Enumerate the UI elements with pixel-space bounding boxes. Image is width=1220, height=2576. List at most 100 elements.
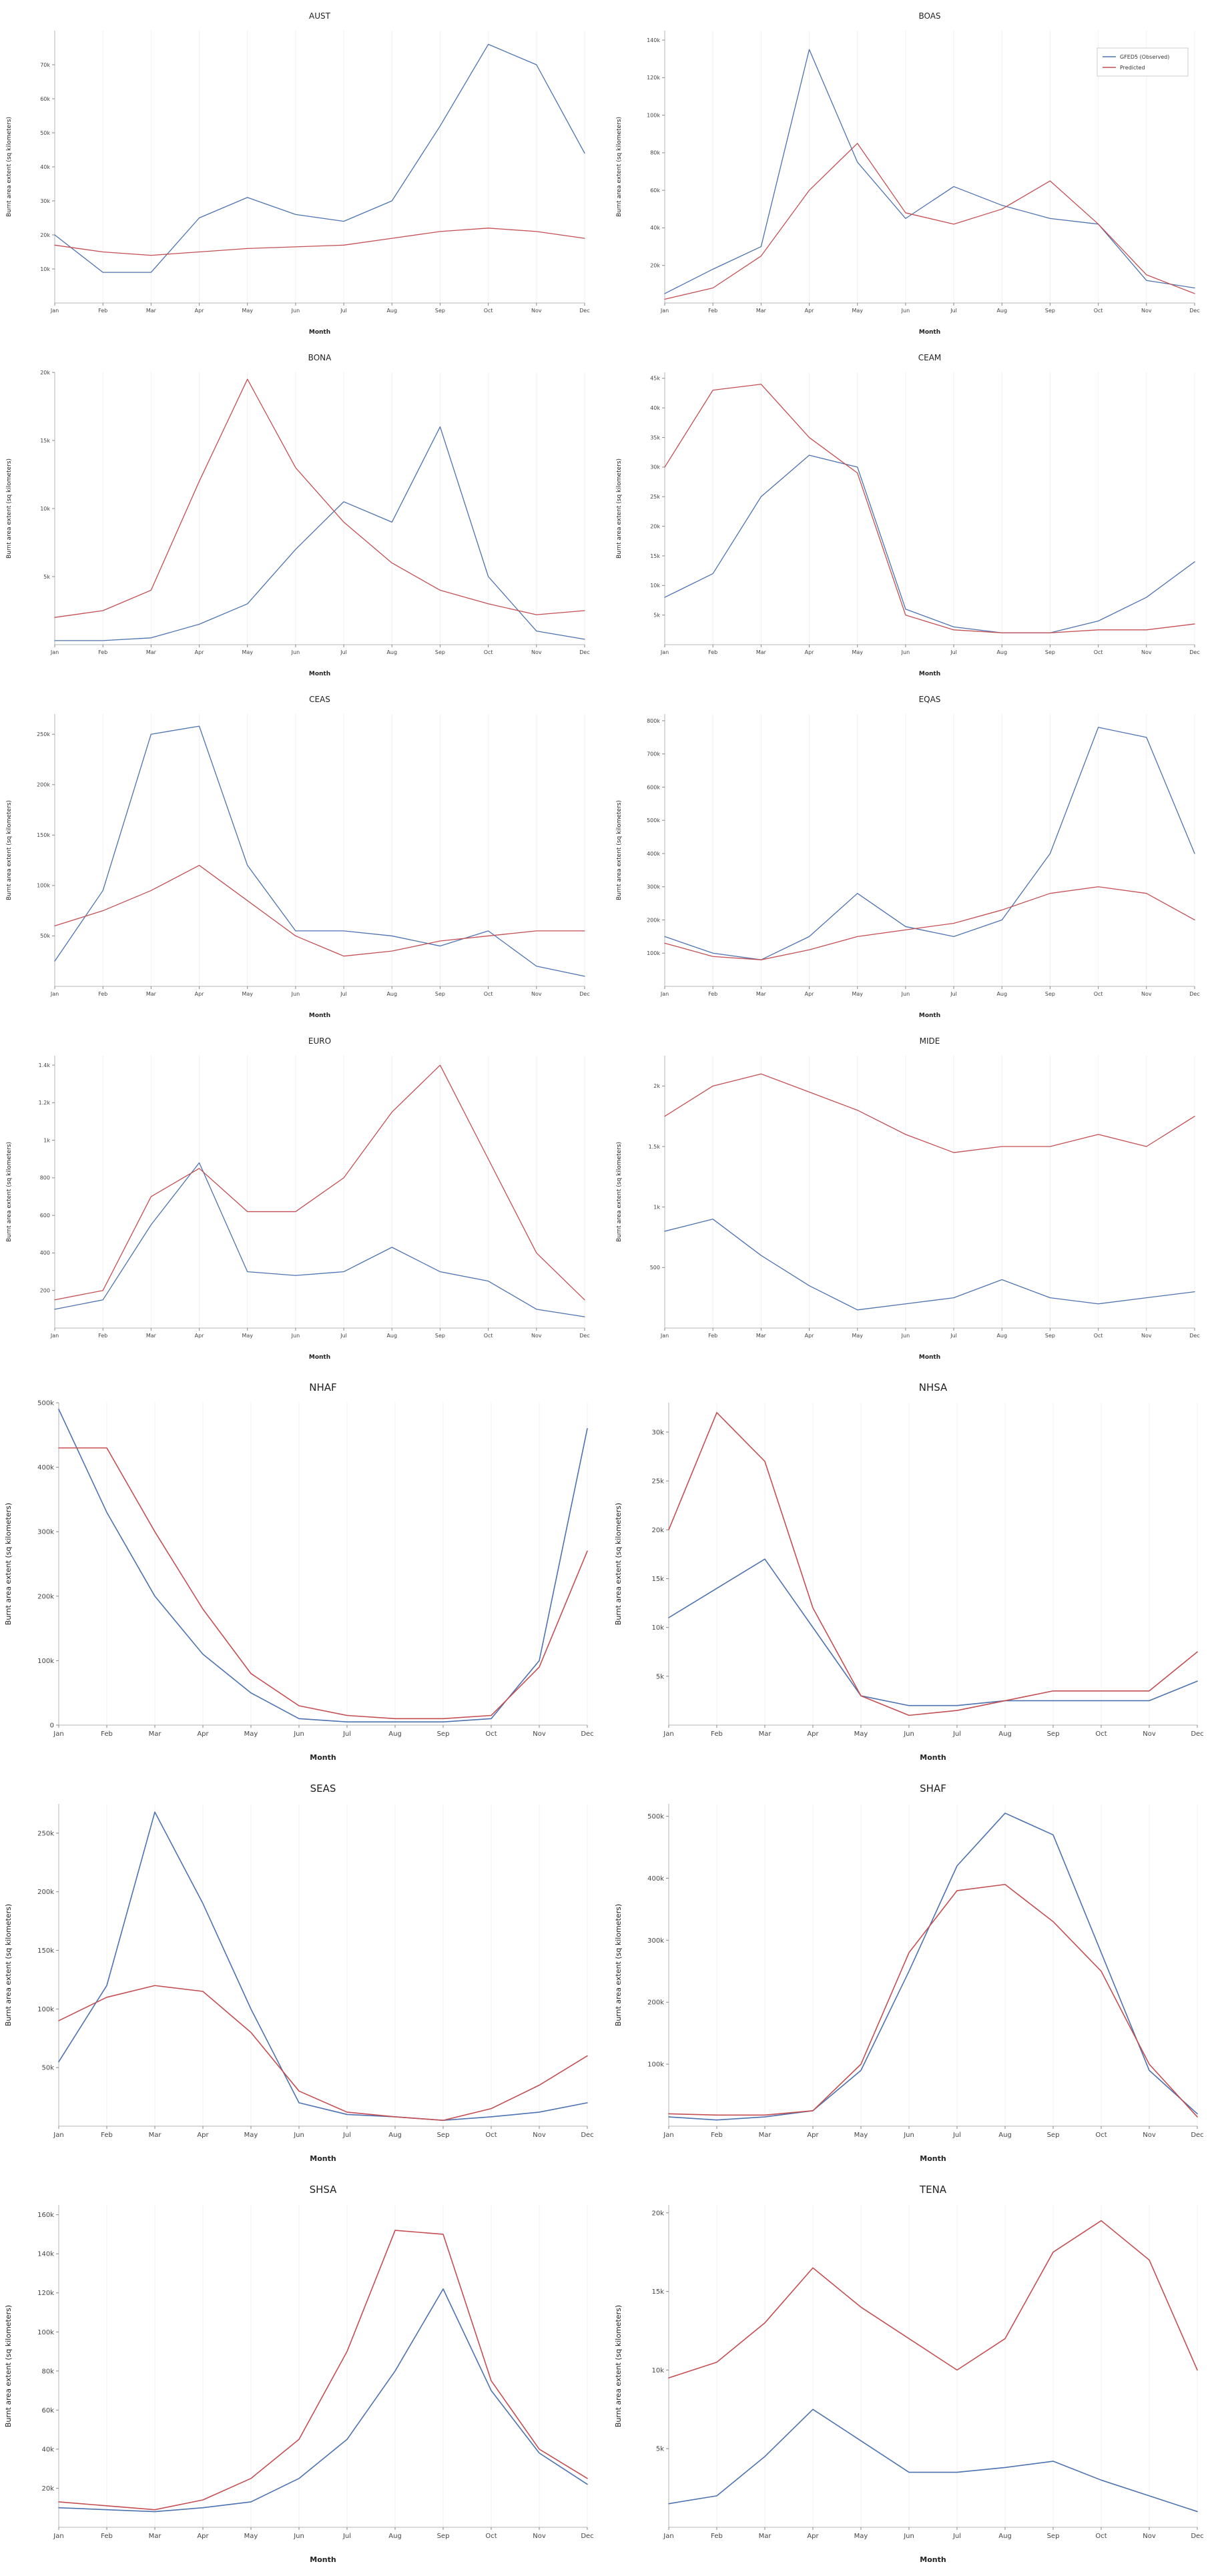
x-tick-label: Jul xyxy=(340,649,347,655)
x-tick-label: May xyxy=(854,2132,868,2139)
x-tick-label: May xyxy=(242,991,253,997)
y-tick-label: 20k xyxy=(650,263,660,269)
x-tick-label: Aug xyxy=(996,649,1007,655)
x-tick-label: Jul xyxy=(952,1730,961,1738)
x-tick-label: Jan xyxy=(660,308,669,314)
chart-svg: 50k 100k 150k 200k 250k Jan Feb Mar Apr May Jun Jul… xyxy=(6,695,590,1019)
series-line-gfed5-observed xyxy=(664,49,1195,294)
axis-label-y: Burnt area extent (sq kilometers) xyxy=(614,2305,623,2427)
x-tick-label: Jan xyxy=(50,308,59,314)
y-tick-label: 400 xyxy=(40,1250,50,1256)
y-tick-label: 1.2k xyxy=(39,1100,51,1106)
x-tick-label: Jun xyxy=(901,649,910,655)
x-tick-label: Jun xyxy=(903,1730,914,1738)
chart-svg: 50k 100k 150k 200k 250k Jan Feb Mar Apr May Jun Jul… xyxy=(4,1783,594,2163)
x-tick-label: Sep xyxy=(435,649,445,655)
x-tick-label: Oct xyxy=(484,991,493,997)
axis-label-x: Month xyxy=(309,1012,330,1019)
x-tick-label: Mar xyxy=(756,308,767,314)
series-line-predicted xyxy=(664,886,1195,960)
chart-title: EQAS xyxy=(919,695,941,704)
y-tick-label: 20k xyxy=(650,523,660,529)
y-tick-label: 20k xyxy=(651,2210,664,2217)
series-line-gfed5-observed xyxy=(58,1811,588,2122)
axis-label-x: Month xyxy=(310,2154,336,2163)
chart-panel-shsa: 20k 40k 60k 80k 100k 120k 140k 160k Jan Feb Mar Apr… xyxy=(0,2169,610,2570)
x-tick-label: Sep xyxy=(1047,1730,1060,1738)
y-tick-label: 30k xyxy=(650,464,660,470)
y-tick-label: 500k xyxy=(647,818,660,824)
x-tick-label: Jul xyxy=(950,649,957,655)
axis-label-y: Burnt area extent (sq kilometers) xyxy=(616,458,623,559)
x-tick-label: Jan xyxy=(50,1333,59,1339)
y-tick-label: 500k xyxy=(647,1813,664,1821)
chart-svg: 20k 40k 60k 80k 100k 120k 140k 160k Jan Feb Mar Apr… xyxy=(4,2184,594,2564)
y-tick-label: 20k xyxy=(651,1527,664,1534)
y-tick-label: 20k xyxy=(41,2485,54,2493)
series-line-gfed5-observed xyxy=(54,725,585,977)
y-tick-label: 160k xyxy=(37,2212,54,2219)
x-tick-label: Aug xyxy=(388,2533,402,2540)
x-tick-label: May xyxy=(244,1730,258,1738)
x-tick-label: Nov xyxy=(533,2533,546,2540)
x-tick-label: Jan xyxy=(50,649,59,655)
x-tick-label: May xyxy=(244,2132,258,2139)
x-tick-label: Sep xyxy=(1045,308,1055,314)
series-line-gfed5-observed xyxy=(668,1813,1198,2121)
chart-svg: 5k 10k 15k 20k 25k 30k Jan Feb Mar Apr May Jun Jul Au… xyxy=(614,1381,1204,1762)
x-tick-label: Sep xyxy=(437,1730,450,1738)
y-tick-label: 800 xyxy=(40,1175,50,1181)
x-tick-label: Jan xyxy=(663,2132,673,2139)
chart-panel-eqas: 100k 200k 300k 400k 500k 600k 700k 800k Jan Feb Ma… xyxy=(610,683,1220,1025)
axis-label-x: Month xyxy=(919,1012,940,1019)
y-tick-label: 10k xyxy=(40,506,50,512)
x-tick-label: Jul xyxy=(952,2132,961,2139)
x-tick-label: Jun xyxy=(291,991,300,997)
series-line-gfed5-observed xyxy=(664,1219,1195,1311)
series-line-gfed5-observed xyxy=(668,1558,1198,1706)
y-tick-label: 200k xyxy=(37,1593,54,1600)
y-tick-label: 20k xyxy=(40,370,50,376)
x-tick-label: Jun xyxy=(293,2533,304,2540)
y-tick-label: 1.5k xyxy=(649,1144,661,1150)
x-tick-label: Dec xyxy=(1189,1333,1199,1339)
y-tick-label: 40k xyxy=(650,225,660,231)
x-tick-label: Feb xyxy=(711,2132,723,2139)
y-tick-label: 100k xyxy=(37,883,50,889)
x-tick-label: Aug xyxy=(388,1730,402,1738)
x-tick-label: Jan xyxy=(50,991,59,997)
chart-svg: 20k 40k 60k 80k 100k 120k 140k Jan Feb Mar Apr May J… xyxy=(616,11,1200,336)
chart-panel-tena: 5k 10k 15k 20k Jan Feb Mar Apr May Jun Jul Aug Sep Oc… xyxy=(610,2169,1220,2570)
x-tick-label: Mar xyxy=(149,2132,162,2139)
x-tick-label: Apr xyxy=(805,1333,815,1339)
x-tick-label: Aug xyxy=(996,308,1007,314)
axis-label-x: Month xyxy=(310,1753,336,1762)
y-tick-label: 40k xyxy=(41,2446,54,2453)
y-tick-label: 1k xyxy=(43,1137,50,1143)
x-tick-label: Jun xyxy=(293,2132,304,2139)
x-tick-label: Mar xyxy=(756,649,767,655)
y-tick-label: 5k xyxy=(653,612,660,618)
x-tick-label: Apr xyxy=(197,1730,209,1738)
series-line-predicted xyxy=(54,378,585,618)
chart-panel-seas: 50k 100k 150k 200k 250k Jan Feb Mar Apr May Jun Jul… xyxy=(0,1768,610,2169)
x-tick-label: Apr xyxy=(805,649,815,655)
x-tick-label: Feb xyxy=(98,308,107,314)
y-tick-label: 80k xyxy=(41,2368,54,2375)
chart-title: TENA xyxy=(919,2184,947,2196)
chart-title: SEAS xyxy=(310,1783,336,1795)
x-tick-label: Oct xyxy=(1094,1333,1103,1339)
y-tick-label: 15k xyxy=(651,2288,664,2296)
y-tick-label: 100k xyxy=(647,950,660,956)
y-tick-label: 140k xyxy=(647,37,660,43)
axis-label-y: Burnt area extent (sq kilometers) xyxy=(616,800,623,900)
x-tick-label: Nov xyxy=(1143,2132,1156,2139)
chart-title: AUST xyxy=(309,11,331,21)
y-tick-label: 35k xyxy=(650,434,660,440)
chart-title: CEAS xyxy=(309,695,330,704)
x-tick-label: Aug xyxy=(386,308,397,314)
x-tick-label: Aug xyxy=(998,1730,1012,1738)
x-tick-label: May xyxy=(852,1333,863,1339)
chart-title: CEAM xyxy=(918,353,942,362)
